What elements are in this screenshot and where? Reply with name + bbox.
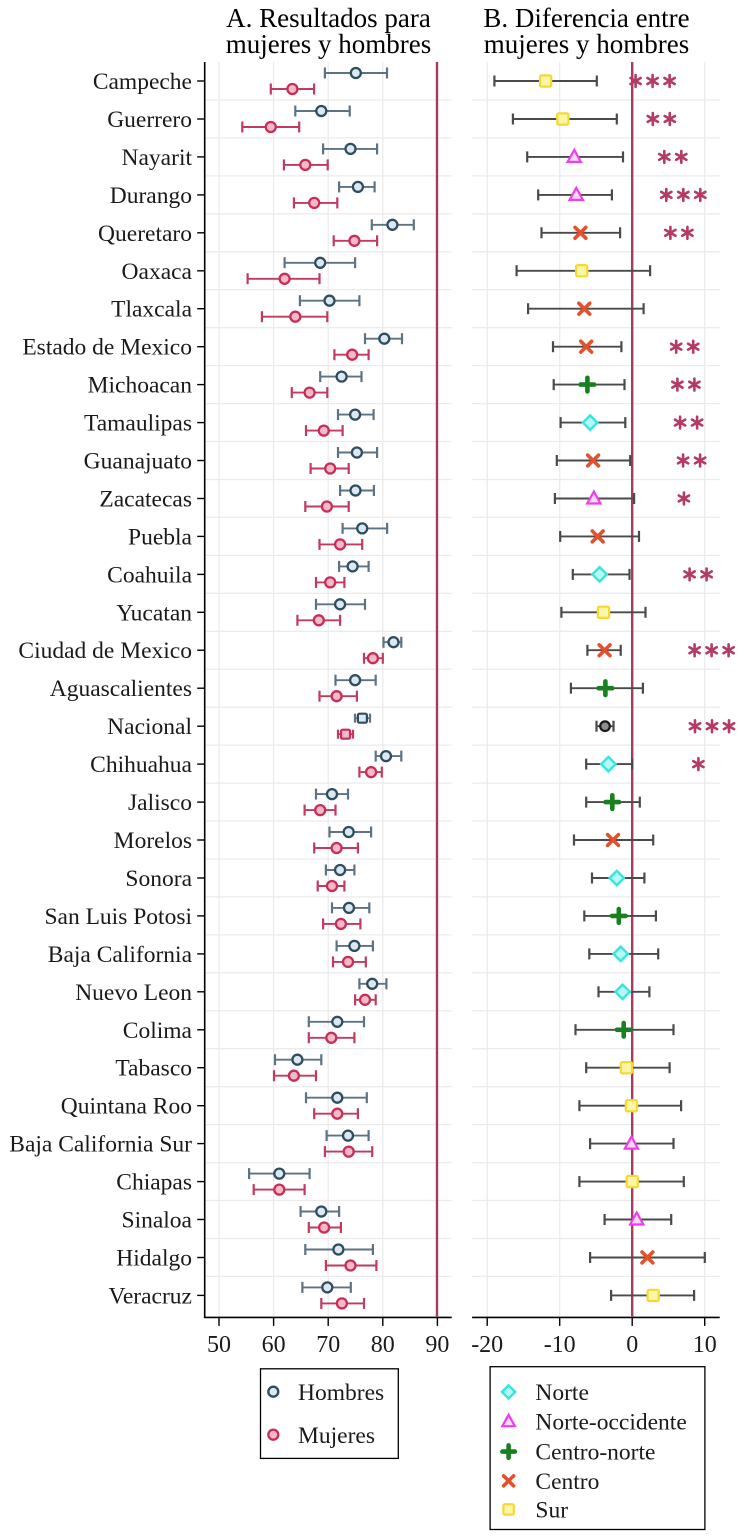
svg-text:Baja California: Baja California xyxy=(48,942,193,968)
svg-text:10: 10 xyxy=(693,1332,717,1358)
svg-text:Sur: Sur xyxy=(535,1497,568,1523)
svg-text:mujeres y hombres: mujeres y hombres xyxy=(484,29,689,59)
svg-text:Jalisco: Jalisco xyxy=(128,790,192,816)
svg-text:Guerrero: Guerrero xyxy=(107,107,192,133)
svg-text:90: 90 xyxy=(425,1332,449,1358)
svg-text:Coahuila: Coahuila xyxy=(107,562,192,588)
svg-text:80: 80 xyxy=(371,1332,395,1358)
svg-text:-20: -20 xyxy=(471,1332,503,1358)
svg-text:Centro-norte: Centro-norte xyxy=(535,1440,655,1466)
svg-text:50: 50 xyxy=(207,1332,231,1358)
svg-text:Baja California Sur: Baja California Sur xyxy=(9,1132,192,1158)
svg-text:Durango: Durango xyxy=(110,183,192,209)
svg-text:Estado de Mexico: Estado de Mexico xyxy=(22,335,192,361)
svg-text:Nacional: Nacional xyxy=(107,714,192,740)
svg-text:Oaxaca: Oaxaca xyxy=(122,259,193,285)
svg-text:Chiapas: Chiapas xyxy=(116,1170,192,1196)
svg-text:Centro: Centro xyxy=(535,1469,599,1495)
svg-text:Zacatecas: Zacatecas xyxy=(99,487,192,513)
svg-text:Tlaxcala: Tlaxcala xyxy=(111,297,192,323)
svg-text:Hidalgo: Hidalgo xyxy=(116,1246,192,1272)
svg-text:B. Diferencia entre: B. Diferencia entre xyxy=(483,3,689,33)
svg-text:Yucatan: Yucatan xyxy=(116,600,192,626)
svg-text:Norte-occidente: Norte-occidente xyxy=(535,1409,686,1435)
svg-text:Quintana Roo: Quintana Roo xyxy=(61,1094,192,1120)
svg-text:Norte: Norte xyxy=(535,1380,589,1406)
svg-text:Sonora: Sonora xyxy=(125,866,192,892)
svg-text:60: 60 xyxy=(262,1332,286,1358)
svg-text:Mujeres: Mujeres xyxy=(298,1423,375,1449)
svg-text:Nuevo Leon: Nuevo Leon xyxy=(75,980,192,1006)
svg-text:Hombres: Hombres xyxy=(298,1380,384,1406)
svg-text:Tamaulipas: Tamaulipas xyxy=(84,411,192,437)
svg-text:Puebla: Puebla xyxy=(128,524,193,550)
svg-text:Campeche: Campeche xyxy=(93,69,192,95)
svg-text:A. Resultados para: A. Resultados para xyxy=(226,3,431,33)
svg-text:Nayarit: Nayarit xyxy=(122,145,193,171)
svg-text:San Luis Potosi: San Luis Potosi xyxy=(44,904,192,930)
svg-text:0: 0 xyxy=(626,1332,638,1358)
svg-text:Michoacan: Michoacan xyxy=(88,373,193,399)
svg-text:Sinaloa: Sinaloa xyxy=(122,1208,193,1234)
svg-text:Ciudad de Mexico: Ciudad de Mexico xyxy=(18,638,192,664)
svg-text:Morelos: Morelos xyxy=(114,828,192,854)
svg-text:Queretaro: Queretaro xyxy=(98,221,192,247)
svg-text:Guanajuato: Guanajuato xyxy=(84,449,192,475)
svg-text:70: 70 xyxy=(316,1332,340,1358)
svg-text:Chihuahua: Chihuahua xyxy=(90,752,192,778)
svg-text:mujeres y hombres: mujeres y hombres xyxy=(226,29,431,59)
svg-text:Veracruz: Veracruz xyxy=(109,1283,193,1309)
svg-text:Aguascalientes: Aguascalientes xyxy=(50,676,192,702)
svg-text:-10: -10 xyxy=(544,1332,576,1358)
svg-text:Colima: Colima xyxy=(123,1018,193,1044)
svg-text:Tabasco: Tabasco xyxy=(115,1056,192,1082)
